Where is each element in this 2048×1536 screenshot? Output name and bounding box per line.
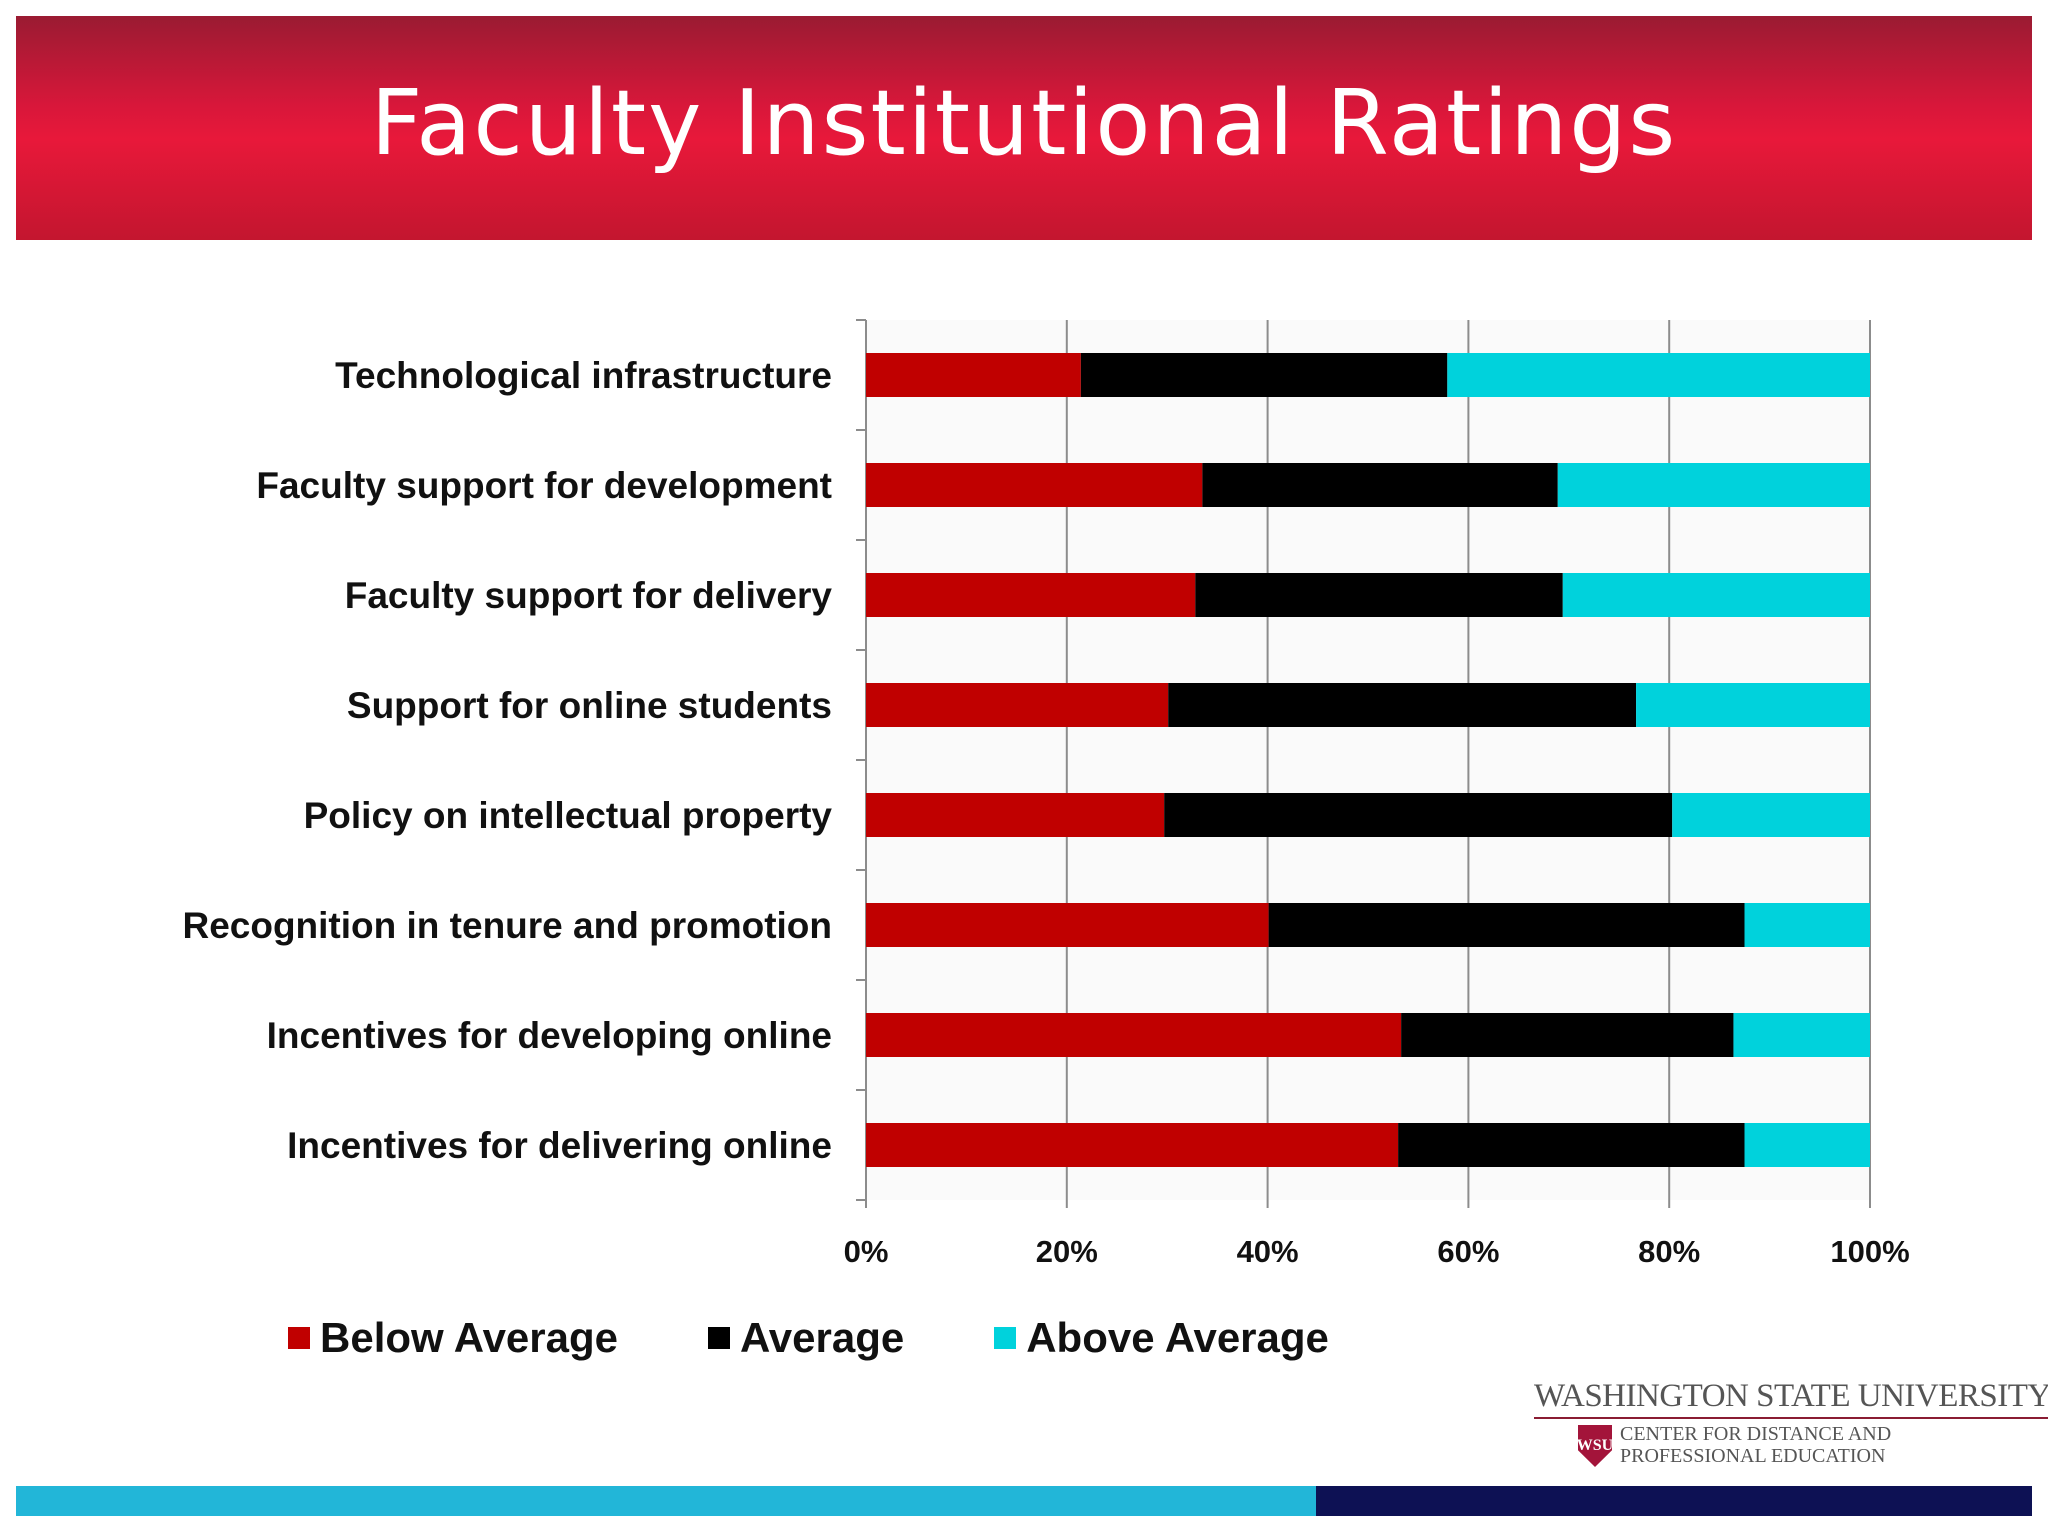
logo-center-line1: CENTER FOR DISTANCE AND <box>1620 1423 1892 1445</box>
bar-segment <box>1202 463 1558 507</box>
bar-segment <box>866 793 1165 837</box>
bar-segment <box>1168 683 1637 727</box>
legend-label: Average <box>740 1314 905 1361</box>
category-label: Incentives for developing online <box>267 1015 832 1056</box>
plot-background <box>866 320 1870 1200</box>
slide-title: Faculty Institutional Ratings <box>370 70 1678 176</box>
bar-segment <box>1744 1123 1870 1167</box>
bar-segment <box>1562 573 1870 617</box>
wsu-logo: WASHINGTON STATE UNIVERSITY WSU CENTER F… <box>1534 1378 2048 1470</box>
bar-segment <box>1080 353 1448 397</box>
legend-item: Average <box>708 1314 904 1362</box>
bar-segment <box>866 1013 1402 1057</box>
title-banner: Faculty Institutional Ratings <box>16 16 2032 240</box>
bar-segment <box>1398 1123 1745 1167</box>
logo-lines: CENTER FOR DISTANCE AND PROFESSIONAL EDU… <box>1620 1423 1891 1467</box>
bar-segment <box>866 903 1269 947</box>
x-tick-label: 40% <box>1237 1234 1299 1269</box>
category-label: Support for online students <box>347 685 832 726</box>
chart-legend: Below Average Average Above Average <box>288 1308 1419 1368</box>
legend-label: Above Average <box>1026 1314 1329 1361</box>
bar-segment <box>1733 1013 1870 1057</box>
category-label: Incentives for delivering online <box>287 1125 832 1166</box>
legend-swatch <box>708 1327 730 1349</box>
bar-segment <box>1672 793 1870 837</box>
logo-center-line2: PROFESSIONAL EDUCATION <box>1620 1445 1886 1467</box>
bar-segment <box>866 683 1169 727</box>
bar-segment <box>866 353 1081 397</box>
legend-item: Below Average <box>288 1314 618 1362</box>
x-tick-label: 80% <box>1638 1234 1700 1269</box>
x-tick-label: 100% <box>1830 1234 1909 1269</box>
category-label: Policy on intellectual property <box>304 795 833 836</box>
footer-bar-dark <box>1316 1486 2032 1516</box>
chart-area: 0% 20% 40% 60% 80% 100% Technological infrastr… <box>182 319 1910 1269</box>
legend-item: Above Average <box>994 1314 1329 1362</box>
legend-swatch <box>288 1327 310 1349</box>
legend-swatch <box>994 1327 1017 1349</box>
wsu-shield-icon: WSU <box>1578 1425 1612 1467</box>
bar-segment <box>866 573 1196 617</box>
bar-segment <box>1401 1013 1734 1057</box>
bar-segment <box>1744 903 1870 947</box>
x-tick-label: 60% <box>1437 1234 1499 1269</box>
logo-university-name: WASHINGTON STATE UNIVERSITY <box>1534 1378 2048 1419</box>
bar-segment <box>1447 353 1870 397</box>
bar-segment <box>866 1123 1399 1167</box>
logo-subtitle: WSU CENTER FOR DISTANCE AND PROFESSIONAL… <box>1578 1423 2014 1467</box>
bar-segment <box>1164 793 1673 837</box>
stacked-bar-chart: 0% 20% 40% 60% 80% 100% Technological infrastr… <box>182 319 1910 1269</box>
bar-segment <box>1636 683 1870 727</box>
x-tick-label: 20% <box>1036 1234 1098 1269</box>
category-label: Technological infrastructure <box>335 355 832 396</box>
legend-label: Below Average <box>320 1314 618 1361</box>
footer-bar-light <box>16 1486 1316 1516</box>
x-tick-label: 0% <box>844 1234 889 1269</box>
bar-segment <box>1557 463 1870 507</box>
category-label: Faculty support for development <box>256 465 832 506</box>
category-label: Recognition in tenure and promotion <box>182 905 832 946</box>
bar-segment <box>1268 903 1745 947</box>
category-label: Faculty support for delivery <box>345 575 833 616</box>
bar-segment <box>1195 573 1563 617</box>
bar-segment <box>866 463 1203 507</box>
